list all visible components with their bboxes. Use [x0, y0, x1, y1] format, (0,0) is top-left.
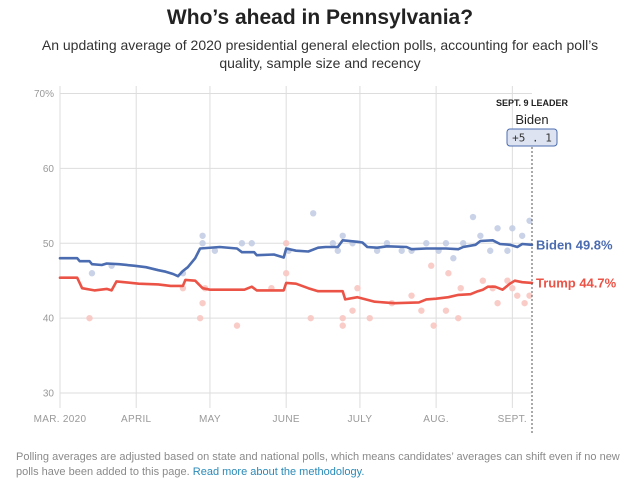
biden-poll-dot: [373, 247, 381, 254]
biden-poll-dot: [518, 232, 526, 239]
leader-margin-box: [506, 128, 558, 147]
chart-subtitle: An updating average of 2020 presidential…: [41, 37, 599, 71]
biden-poll-dot: [442, 240, 450, 247]
trump-poll-dot: [504, 277, 511, 284]
trump-poll-dot: [282, 270, 290, 277]
trump-poll-dot: [521, 299, 528, 307]
x-tick-label: AUG.: [423, 414, 449, 425]
biden-poll-dot: [88, 270, 96, 277]
trump-poll-dot: [196, 314, 204, 322]
footer-text: Polling averages are adjusted based on s…: [16, 451, 620, 478]
trump-poll-dot: [457, 284, 464, 292]
trump-poll-dot: [339, 314, 346, 322]
trump-poll-dot: [430, 322, 437, 329]
grid-layer: 70% 60 50 40 30 MAR. 2020 APRIL MAY JUNE JULY AUG.…: [34, 86, 532, 425]
x-tick-label: JUNE: [273, 414, 300, 425]
biden-poll-dot: [329, 240, 337, 247]
leader-name: Biden: [515, 112, 548, 127]
trump-end-label: Trump 44.7%: [536, 275, 617, 290]
trump-poll-dot: [479, 277, 487, 284]
trump-poll-dot: [509, 284, 516, 292]
trump-poll-dot: [408, 292, 415, 299]
trump-poll-dot: [494, 299, 501, 307]
leader-callout: SEPT. 9 LEADER Biden +5 . 1: [496, 98, 569, 434]
biden-poll-dot: [238, 240, 246, 247]
biden-poll-dot: [248, 240, 255, 247]
y-tick-label: 60: [43, 164, 55, 175]
biden-poll-dot: [504, 247, 511, 254]
biden-poll-dot: [477, 232, 484, 239]
x-tick-label: APRIL: [121, 414, 152, 425]
biden-poll-dot: [339, 232, 346, 239]
trump-poll-dot: [349, 307, 356, 314]
trump-poll-dot: [366, 314, 373, 322]
chart-title: Who’s ahead in Pennsylvania?: [166, 6, 474, 29]
x-tick-label: SEPT.: [498, 414, 527, 425]
trump-poll-dot: [307, 314, 314, 322]
biden-poll-dot: [310, 210, 317, 217]
trump-poll-dot: [526, 292, 533, 299]
y-tick-label: 40: [43, 314, 55, 325]
trump-poll-dot: [514, 292, 521, 299]
trend-lines-layer: Biden 49.8% Trump 44.7%: [58, 237, 617, 305]
leader-margin: +5 . 1: [512, 132, 552, 145]
trump-poll-dot: [233, 322, 241, 329]
trump-poll-dot: [442, 307, 450, 314]
biden-poll-dot: [494, 225, 501, 232]
biden-poll-dot: [423, 240, 430, 247]
footer-note: Polling averages are adjusted based on s…: [16, 450, 626, 480]
y-tick-label: 70%: [34, 89, 54, 100]
biden-poll-dot: [199, 240, 206, 247]
trump-poll-dot: [199, 299, 206, 307]
y-tick-label: 50: [43, 239, 55, 250]
biden-poll-dot: [469, 213, 477, 221]
trump-poll-dot: [339, 322, 346, 329]
trump-poll-dot: [86, 314, 93, 322]
biden-poll-dot: [211, 247, 219, 254]
trump-poll-dot: [455, 314, 462, 322]
biden-poll-dot: [383, 240, 391, 247]
x-tick-label: MAR. 2020: [34, 414, 87, 425]
methodology-link[interactable]: Read more about the methodology.: [192, 466, 365, 478]
biden-poll-dot: [398, 247, 405, 254]
x-tick-label: JULY: [347, 414, 372, 425]
trump-poll-dot: [418, 307, 425, 314]
biden-end-label: Biden 49.8%: [536, 237, 613, 252]
trump-average-line: [58, 276, 534, 305]
x-tick-label: MAY: [199, 414, 221, 425]
trump-poll-dot: [282, 240, 290, 247]
biden-poll-dot: [459, 240, 467, 247]
poll-dots-layer: [86, 210, 533, 329]
biden-poll-dot: [487, 247, 494, 254]
biden-poll-dot: [450, 255, 457, 262]
y-tick-label: 30: [43, 389, 55, 400]
biden-average-line: [58, 239, 534, 278]
biden-poll-dot: [199, 232, 206, 239]
biden-poll-dot: [334, 247, 341, 254]
trump-poll-dot: [428, 262, 435, 269]
biden-poll-dot: [526, 217, 533, 224]
polling-average-chart[interactable]: 70% 60 50 40 30 MAR. 2020 APRIL MAY JUNE JULY AUG.…: [0, 0, 640, 440]
trump-poll-dot: [354, 284, 361, 292]
biden-poll-dot: [509, 225, 516, 232]
trump-poll-dot: [445, 270, 452, 277]
leader-heading: SEPT. 9 LEADER: [496, 98, 569, 108]
